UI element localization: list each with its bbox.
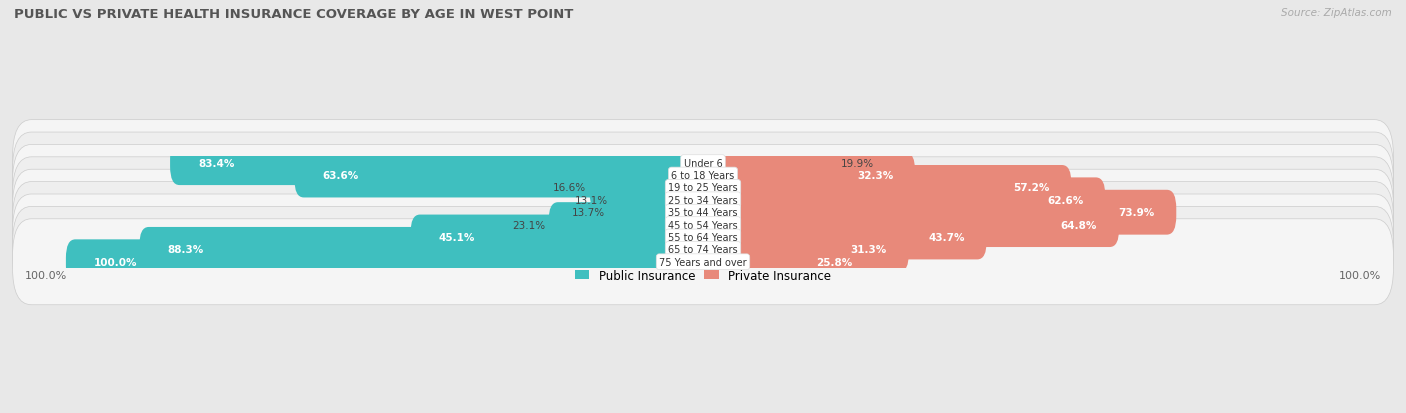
Text: Under 6: Under 6	[683, 158, 723, 168]
Text: 75 Years and over: 75 Years and over	[659, 257, 747, 267]
FancyBboxPatch shape	[411, 215, 713, 260]
FancyBboxPatch shape	[693, 203, 1119, 247]
Text: 23.1%: 23.1%	[512, 220, 546, 230]
Text: 6 to 18 Years: 6 to 18 Years	[672, 171, 734, 180]
Text: 63.6%: 63.6%	[322, 171, 359, 180]
Text: 32.3%: 32.3%	[856, 171, 893, 180]
FancyBboxPatch shape	[13, 219, 1393, 305]
FancyBboxPatch shape	[589, 166, 713, 210]
Text: 25.8%: 25.8%	[815, 257, 852, 267]
FancyBboxPatch shape	[548, 203, 713, 247]
FancyBboxPatch shape	[294, 153, 713, 198]
Text: Source: ZipAtlas.com: Source: ZipAtlas.com	[1281, 8, 1392, 18]
Text: 100.0%: 100.0%	[94, 257, 138, 267]
FancyBboxPatch shape	[693, 240, 875, 285]
FancyBboxPatch shape	[693, 141, 838, 185]
Text: 19.9%: 19.9%	[841, 158, 873, 168]
Text: 43.7%: 43.7%	[928, 233, 965, 242]
Text: 100.0%: 100.0%	[1339, 270, 1381, 280]
FancyBboxPatch shape	[139, 228, 713, 272]
FancyBboxPatch shape	[13, 120, 1393, 206]
Text: 45 to 54 Years: 45 to 54 Years	[668, 220, 738, 230]
FancyBboxPatch shape	[13, 207, 1393, 293]
Text: 64.8%: 64.8%	[1060, 220, 1097, 230]
Text: 25 to 34 Years: 25 to 34 Years	[668, 195, 738, 205]
FancyBboxPatch shape	[13, 157, 1393, 243]
Text: 31.3%: 31.3%	[851, 245, 887, 255]
FancyBboxPatch shape	[693, 190, 1177, 235]
Text: 55 to 64 Years: 55 to 64 Years	[668, 233, 738, 242]
Text: 16.6%: 16.6%	[553, 183, 586, 193]
FancyBboxPatch shape	[13, 133, 1393, 218]
Text: 100.0%: 100.0%	[25, 270, 67, 280]
FancyBboxPatch shape	[693, 166, 1071, 210]
Legend: Public Insurance, Private Insurance: Public Insurance, Private Insurance	[571, 264, 835, 287]
Text: 19 to 25 Years: 19 to 25 Years	[668, 183, 738, 193]
Text: 62.6%: 62.6%	[1047, 195, 1084, 205]
Text: 35 to 44 Years: 35 to 44 Years	[668, 208, 738, 218]
FancyBboxPatch shape	[693, 153, 915, 198]
Text: 13.1%: 13.1%	[575, 195, 609, 205]
Text: 83.4%: 83.4%	[198, 158, 235, 168]
FancyBboxPatch shape	[13, 182, 1393, 268]
FancyBboxPatch shape	[693, 215, 987, 260]
FancyBboxPatch shape	[13, 170, 1393, 256]
Text: PUBLIC VS PRIVATE HEALTH INSURANCE COVERAGE BY AGE IN WEST POINT: PUBLIC VS PRIVATE HEALTH INSURANCE COVER…	[14, 8, 574, 21]
Text: 88.3%: 88.3%	[167, 245, 204, 255]
FancyBboxPatch shape	[612, 178, 713, 223]
FancyBboxPatch shape	[693, 178, 1105, 223]
FancyBboxPatch shape	[693, 228, 908, 272]
FancyBboxPatch shape	[13, 145, 1393, 231]
FancyBboxPatch shape	[66, 240, 713, 285]
Text: 13.7%: 13.7%	[571, 208, 605, 218]
Text: 57.2%: 57.2%	[1014, 183, 1049, 193]
Text: 73.9%: 73.9%	[1118, 208, 1154, 218]
Text: 45.1%: 45.1%	[439, 233, 475, 242]
Text: 65 to 74 Years: 65 to 74 Years	[668, 245, 738, 255]
FancyBboxPatch shape	[607, 190, 713, 235]
FancyBboxPatch shape	[13, 195, 1393, 280]
FancyBboxPatch shape	[170, 141, 713, 185]
